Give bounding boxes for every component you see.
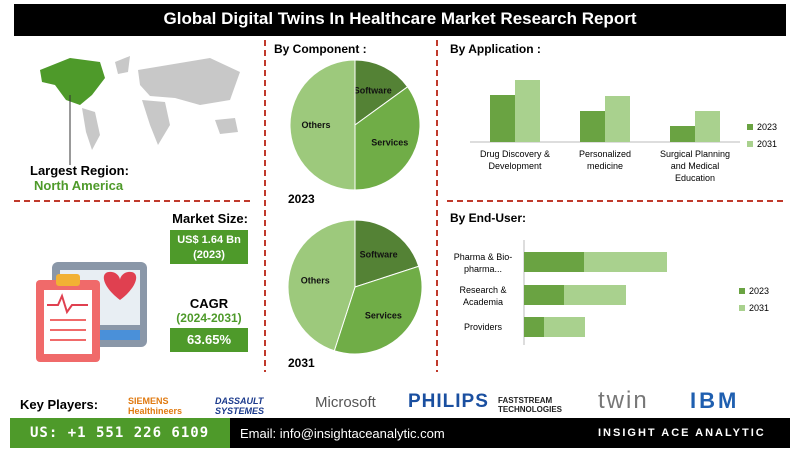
brand: INSIGHT ACE ANALYTIC	[598, 427, 766, 439]
bar	[670, 126, 695, 142]
key-players-label: Key Players:	[20, 397, 99, 412]
x-tick-label: Drug Discovery & Development	[479, 149, 551, 171]
key-player: FASTSTREAM TECHNOLOGIES	[498, 396, 563, 414]
market-size-year: (2023)	[193, 249, 225, 261]
bar	[524, 285, 564, 305]
cagr-period: (2024-2031)	[176, 311, 242, 325]
legend-label: 2023	[757, 122, 777, 132]
x-tick-label: Surgical Planning and Medical Education	[659, 149, 731, 183]
legend-label: 2031	[749, 303, 769, 313]
key-player: PHILIPS	[408, 391, 489, 412]
pie-slice	[354, 59, 409, 126]
bar	[695, 111, 720, 142]
cagr-box	[170, 328, 248, 352]
bar	[544, 317, 585, 337]
bar	[584, 252, 667, 272]
y-tick-label: Pharma & Bio-pharma...	[453, 252, 513, 274]
pie-year: 2031	[288, 356, 315, 370]
email: Email: info@insightaceanalytic.com	[240, 426, 445, 441]
pie-slice	[289, 59, 356, 191]
bar	[515, 80, 540, 142]
bar	[605, 96, 630, 142]
slice-label: Services	[371, 138, 408, 148]
chart-title: By End-User:	[450, 211, 527, 225]
key-player: SIEMENS Healthineers	[128, 396, 183, 416]
pie-slice	[354, 219, 420, 288]
key-player: IBM	[690, 388, 740, 413]
slice-label: Others	[301, 276, 330, 286]
x-tick-label: Personalized medicine	[578, 149, 632, 171]
page-title: Global Digital Twins In Healthcare Marke…	[163, 9, 637, 28]
phone-bar	[10, 418, 230, 448]
pie-slice	[354, 86, 421, 191]
title-bar	[14, 4, 786, 36]
y-tick-label: Providers	[463, 322, 502, 332]
bar	[524, 252, 584, 272]
slice-label: Others	[301, 120, 330, 130]
cagr-value: 63.65%	[186, 332, 232, 347]
legend-swatch	[747, 124, 753, 130]
phone: US: +1 551 226 6109	[30, 425, 210, 441]
legend-label: 2031	[757, 139, 777, 149]
bar	[564, 285, 626, 305]
key-player: DASSAULT SYSTEMES	[215, 396, 265, 416]
pie-year: 2023	[288, 192, 315, 206]
legend-swatch	[739, 288, 745, 294]
contact-bar	[230, 418, 790, 448]
health-icon	[36, 262, 147, 362]
key-player: twin	[598, 387, 649, 414]
market-size-box	[170, 230, 248, 264]
market-size-label: Market Size:	[172, 211, 248, 226]
component-heading: By Component :	[274, 42, 367, 56]
y-tick-label: Research & Academia	[459, 285, 507, 307]
pie-slice	[333, 265, 423, 355]
slice-label: Software	[360, 249, 398, 259]
legend-swatch	[739, 305, 745, 311]
region-value: North America	[34, 178, 124, 193]
bar	[490, 95, 515, 142]
slice-label: Software	[354, 85, 392, 95]
bar	[524, 317, 544, 337]
market-size-value: US$ 1.64 Bn	[177, 234, 241, 246]
key-player: Microsoft	[315, 394, 376, 411]
slice-label: Services	[365, 310, 402, 320]
legend-swatch	[747, 141, 753, 147]
chart-title: By Application :	[450, 42, 541, 56]
bar	[580, 111, 605, 142]
world-map	[40, 56, 240, 150]
cagr-label: CAGR	[189, 296, 229, 311]
region-label: Largest Region:	[30, 163, 129, 178]
dividers	[14, 40, 786, 372]
legend-label: 2023	[749, 286, 769, 296]
pie-slice	[287, 219, 356, 352]
